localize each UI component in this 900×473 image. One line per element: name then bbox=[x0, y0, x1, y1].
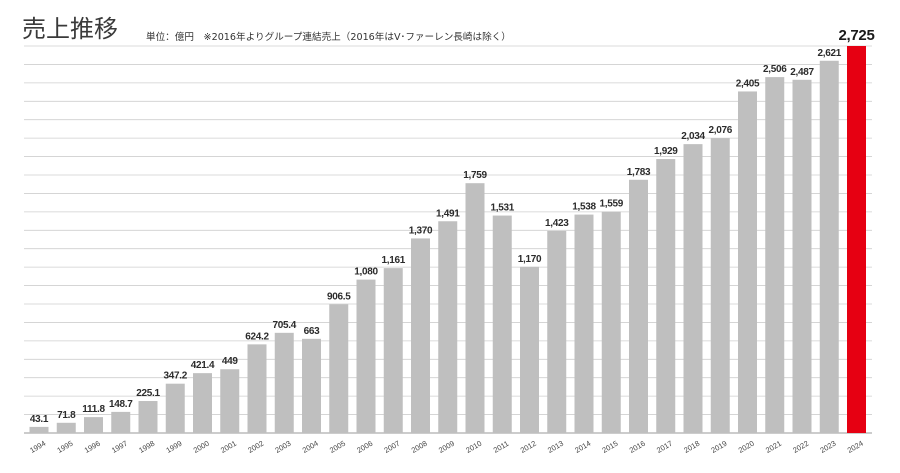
value-label-2009: 1,491 bbox=[436, 208, 460, 219]
x-tick-label-1997: 1997 bbox=[110, 439, 129, 455]
bar-2006 bbox=[356, 279, 376, 433]
value-label-2001: 449 bbox=[222, 356, 239, 367]
value-label-1999: 347.2 bbox=[163, 371, 187, 382]
x-tick-label-2011: 2011 bbox=[492, 439, 510, 455]
x-tick-label-2021: 2021 bbox=[764, 439, 783, 455]
bar-1996 bbox=[84, 417, 103, 433]
value-label-2007: 1,161 bbox=[381, 255, 405, 266]
value-label-2010: 1,759 bbox=[463, 170, 487, 181]
bar-2001 bbox=[220, 369, 240, 433]
x-tick-label-1996: 1996 bbox=[83, 439, 102, 455]
x-tick-label-2007: 2007 bbox=[383, 439, 402, 455]
bar-1999 bbox=[165, 383, 185, 433]
x-tick-label-2019: 2019 bbox=[710, 439, 729, 455]
value-label-2005: 906.5 bbox=[327, 291, 351, 302]
bar-1994 bbox=[29, 426, 49, 433]
value-label-2023: 2,621 bbox=[817, 48, 841, 59]
value-label-1998: 225.1 bbox=[136, 388, 160, 399]
bar-2020 bbox=[738, 91, 757, 433]
value-label-1996: 111.8 bbox=[82, 404, 105, 415]
bar-2009 bbox=[438, 221, 458, 433]
value-label-2000: 421.4 bbox=[191, 360, 215, 371]
bar-2005 bbox=[329, 304, 349, 433]
x-tick-label-2020: 2020 bbox=[737, 439, 756, 455]
bar-2018 bbox=[683, 144, 703, 433]
value-label-2002: 624.2 bbox=[245, 331, 269, 342]
x-tick-label-2009: 2009 bbox=[437, 439, 456, 455]
value-label-2021: 2,506 bbox=[763, 64, 787, 75]
bar-2017 bbox=[656, 159, 676, 434]
bar-2002 bbox=[247, 344, 267, 433]
bar-2016 bbox=[629, 179, 648, 433]
x-tick-label-2012: 2012 bbox=[519, 439, 538, 455]
bar-2021 bbox=[765, 77, 785, 433]
value-label-2019: 2,076 bbox=[708, 125, 732, 136]
value-label-2004: 663 bbox=[304, 326, 321, 337]
x-tick-label-2022: 2022 bbox=[791, 439, 810, 455]
x-tick-label-1998: 1998 bbox=[137, 439, 156, 455]
x-tick-label-2013: 2013 bbox=[546, 439, 565, 455]
bar-2022 bbox=[792, 79, 812, 434]
x-tick-label-2023: 2023 bbox=[819, 439, 838, 455]
x-tick-label-2006: 2006 bbox=[355, 439, 374, 455]
x-tick-label-2003: 2003 bbox=[274, 439, 293, 455]
x-tick-label-2015: 2015 bbox=[601, 439, 620, 455]
value-label-2008: 1,370 bbox=[409, 225, 433, 236]
x-tick-label-2018: 2018 bbox=[682, 439, 701, 455]
value-label-1997: 148.7 bbox=[109, 399, 133, 410]
bar-2010 bbox=[465, 183, 485, 433]
bar-2012 bbox=[520, 266, 539, 433]
bar-2003 bbox=[274, 332, 294, 433]
value-label-2012: 1,170 bbox=[518, 254, 542, 265]
chart-subtitle: 単位：億円 ※2016年よりグループ連結売上（2016年はV･ファーレン長崎は除… bbox=[146, 31, 511, 43]
bar-1998 bbox=[138, 401, 158, 433]
bar-1995 bbox=[56, 422, 76, 433]
x-tick-label-2010: 2010 bbox=[464, 439, 483, 455]
bars bbox=[29, 46, 866, 434]
x-tick-label-2004: 2004 bbox=[301, 439, 320, 455]
value-label-2018: 2,034 bbox=[681, 131, 705, 142]
x-tick-label-2024: 2024 bbox=[846, 439, 865, 455]
value-label-2017: 1,929 bbox=[654, 146, 678, 157]
bar-2014 bbox=[574, 214, 594, 433]
x-tick-label-2017: 2017 bbox=[655, 439, 674, 455]
bar-2015 bbox=[601, 211, 621, 433]
value-label-2024: 2,725 bbox=[838, 27, 874, 44]
value-label-2013: 1,423 bbox=[545, 218, 569, 229]
value-label-2011: 1,531 bbox=[490, 203, 514, 214]
x-tick-label-2016: 2016 bbox=[628, 439, 647, 455]
bar-2019 bbox=[710, 138, 730, 434]
x-tick-label-1994: 1994 bbox=[28, 439, 47, 455]
x-tick-label-2000: 2000 bbox=[192, 439, 211, 455]
value-label-2006: 1,080 bbox=[354, 267, 378, 278]
bar-2024 bbox=[847, 46, 866, 433]
value-label-2020: 2,405 bbox=[736, 78, 760, 89]
bar-1997 bbox=[111, 411, 131, 433]
bar-2013 bbox=[547, 230, 567, 433]
x-tick-label-2002: 2002 bbox=[246, 439, 265, 455]
value-label-2015: 1,559 bbox=[599, 199, 623, 210]
x-tick-labels: 1994 1995 1996 1997 1998 1999 2000 2001 2002 2003… bbox=[28, 439, 864, 455]
x-tick-label-1999: 1999 bbox=[165, 439, 184, 455]
bar-2008 bbox=[411, 238, 430, 433]
value-label-1994: 43.1 bbox=[30, 414, 49, 425]
bar-2000 bbox=[193, 373, 212, 433]
x-tick-label-2005: 2005 bbox=[328, 439, 347, 455]
bar-2004 bbox=[302, 338, 321, 433]
value-label-2022: 2,487 bbox=[790, 67, 814, 78]
value-label-2003: 705.4 bbox=[272, 320, 296, 331]
value-label-2014: 1,538 bbox=[572, 202, 596, 213]
x-tick-label-2008: 2008 bbox=[410, 439, 429, 455]
x-tick-label-1995: 1995 bbox=[56, 439, 75, 455]
bar-2007 bbox=[383, 268, 403, 433]
chart-title: 売上推移 bbox=[22, 15, 118, 43]
value-label-1995: 71.8 bbox=[57, 410, 76, 421]
bar-2023 bbox=[819, 60, 839, 434]
bar-2011 bbox=[492, 215, 512, 433]
value-label-2016: 1,783 bbox=[627, 167, 651, 178]
x-tick-label-2001: 2001 bbox=[219, 439, 238, 455]
x-tick-label-2014: 2014 bbox=[573, 439, 592, 455]
